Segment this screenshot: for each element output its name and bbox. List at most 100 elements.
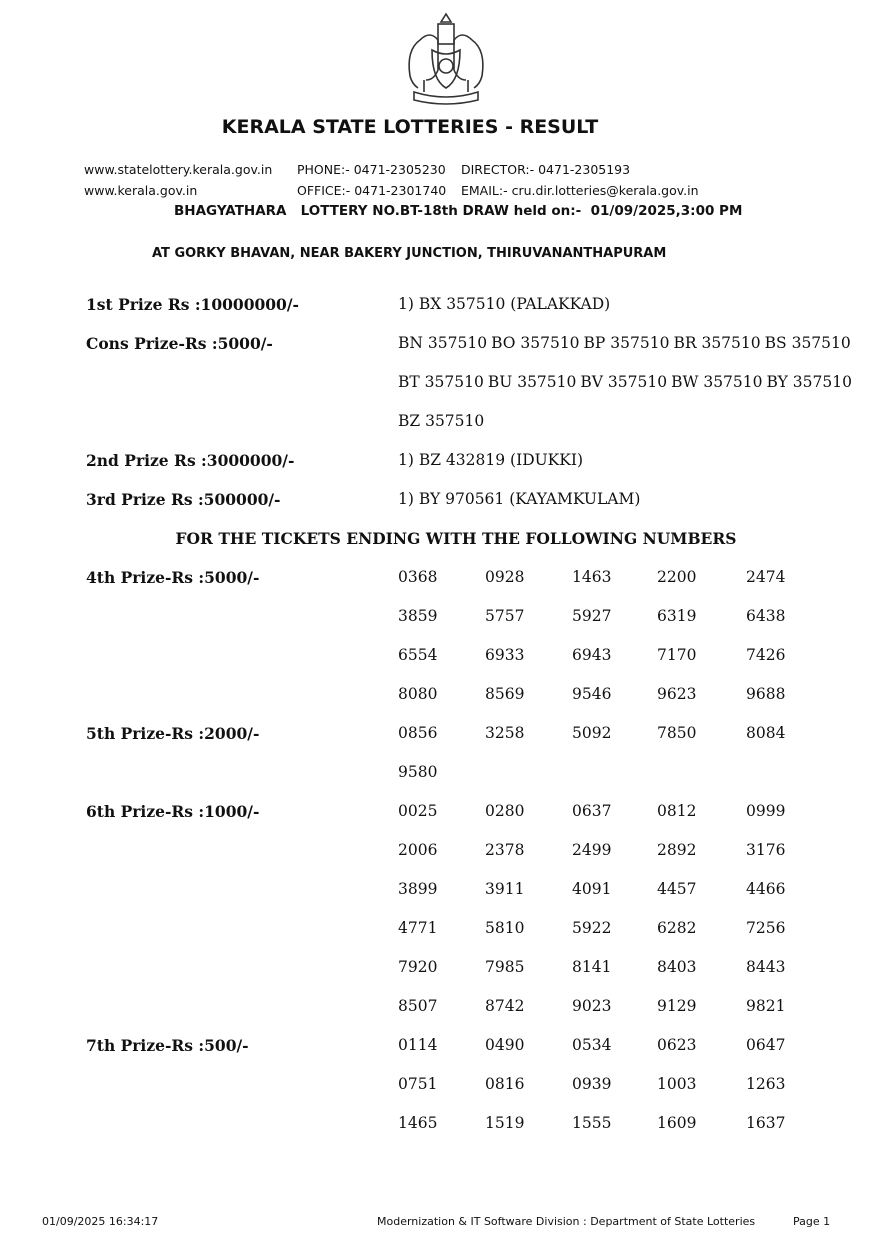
footer-division: Modernization & IT Software Division : D… [377, 1215, 756, 1228]
ticket-number: 0928 [485, 568, 525, 586]
ticket-number: 0280 [485, 802, 525, 820]
ticket-number: 1003 [657, 1075, 697, 1093]
ticket-number: BN 357510 [398, 334, 488, 352]
ticket-number: 3176 [746, 841, 786, 859]
prize-label: 2nd Prize Rs :3000000/- [86, 451, 295, 470]
ticket-number: 0623 [657, 1036, 697, 1054]
ticket-number: 0856 [398, 724, 438, 742]
ticket-number: BO 357510 [491, 334, 580, 352]
prize-label: 7th Prize-Rs :500/- [86, 1036, 249, 1055]
ending-numbers-heading: FOR THE TICKETS ENDING WITH THE FOLLOWIN… [175, 529, 737, 548]
ticket-number: 6282 [657, 919, 697, 937]
website-link[interactable]: www.statelottery.kerala.gov.in [84, 162, 273, 177]
prize-numbers-row: 6th Prize-Rs :1000/- 0025 0280 0637 0812 0999 [86, 792, 846, 831]
ticket-number: BU 357510 [487, 373, 577, 391]
ticket-number: 8403 [657, 958, 697, 976]
cons-prize-row: BZ 357510 [86, 402, 846, 441]
ticket-number: 7985 [485, 958, 525, 976]
ticket-number: 8443 [746, 958, 786, 976]
ticket-number: 9129 [657, 997, 697, 1015]
ticket-number: 1637 [746, 1114, 786, 1132]
ticket-number: BY 357510 [766, 373, 852, 391]
footer-timestamp: 01/09/2025 16:34:17 [42, 1215, 159, 1228]
prize-label: 4th Prize-Rs :5000/- [86, 568, 260, 587]
ticket-number: 1609 [657, 1114, 697, 1132]
prize-label: 6th Prize-Rs :1000/- [86, 802, 260, 821]
ticket-number: BP 357510 [583, 334, 670, 352]
third-prize-row: 3rd Prize Rs :500000/- 1) BY 970561 (KAY… [86, 480, 846, 519]
ticket-number: 1465 [398, 1114, 438, 1132]
cons-prize-block: Cons Prize-Rs :5000/- BN 357510 BO 357510 B… [86, 324, 852, 441]
ticket-number: 0647 [746, 1036, 786, 1054]
ticket-number: 1555 [572, 1114, 612, 1132]
prize-numbers-row: 2006 2378 2499 2892 3176 [86, 831, 846, 870]
ticket-number: 0114 [398, 1036, 438, 1054]
ticket-number: 9688 [746, 685, 786, 703]
prize-value: 1) BX 357510 (PALAKKAD) [398, 295, 611, 313]
ticket-number: 6943 [572, 646, 612, 664]
ticket-number: 0490 [485, 1036, 525, 1054]
ticket-number: 0368 [398, 568, 438, 586]
ticket-number: 5922 [572, 919, 612, 937]
ticket-number: 0812 [657, 802, 697, 820]
ticket-number: 5927 [572, 607, 612, 625]
ticket-number: 3859 [398, 607, 438, 625]
first-prize-row: 1st Prize Rs :10000000/- 1) BX 357510 (P… [86, 285, 846, 324]
prize-numbers-row: 0751 0816 0939 1003 1263 [86, 1065, 846, 1104]
ticket-number: 3911 [485, 880, 525, 898]
ticket-number: BT 357510 [398, 373, 484, 391]
ticket-number: 2474 [746, 568, 786, 586]
ticket-number: 3899 [398, 880, 438, 898]
ticket-number: 1463 [572, 568, 612, 586]
ticket-number: BZ 357510 [398, 412, 485, 430]
prize-numbers-row: 5th Prize-Rs :2000/- 0856 3258 5092 7850 8084 [86, 714, 846, 753]
ticket-number: 9623 [657, 685, 697, 703]
prize-numbers-row: 8507 8742 9023 9129 9821 [86, 987, 846, 1026]
ticket-number: 5757 [485, 607, 525, 625]
ticket-number: 0751 [398, 1075, 438, 1093]
ticket-number: 2499 [572, 841, 612, 859]
prize-numbers-row: 7920 7985 8141 8403 8443 [86, 948, 846, 987]
prize-label: Cons Prize-Rs :5000/- [86, 334, 273, 353]
office-number: OFFICE:- 0471-2301740 [297, 183, 447, 198]
prize-numbers-row: 6554 6933 6943 7170 7426 [86, 636, 846, 675]
ticket-number: 9821 [746, 997, 786, 1015]
ticket-number: 7426 [746, 646, 786, 664]
ticket-number: 2200 [657, 568, 697, 586]
ticket-number: 2006 [398, 841, 438, 859]
ticket-number: 1519 [485, 1114, 525, 1132]
prize-value: 1) BY 970561 (KAYAMKULAM) [398, 490, 641, 508]
prize-value: BN 357510 BO 357510 BP 357510 BR 357510 BS 3… [398, 324, 855, 363]
ticket-number: 4457 [657, 880, 697, 898]
ticket-number: 4466 [746, 880, 786, 898]
ticket-number: 8569 [485, 685, 525, 703]
website-link[interactable]: www.kerala.gov.in [84, 183, 198, 198]
ticket-number: 1263 [746, 1075, 786, 1093]
second-prize-row: 2nd Prize Rs :3000000/- 1) BZ 432819 (ID… [86, 441, 846, 480]
venue: AT GORKY BHAVAN, NEAR BAKERY JUNCTION, T… [152, 246, 667, 261]
ticket-number: 0534 [572, 1036, 612, 1054]
ticket-number: 2378 [485, 841, 525, 859]
ticket-number: BS 357510 [764, 334, 851, 352]
ticket-number: 6438 [746, 607, 786, 625]
prize-numbers-row: 8080 8569 9546 9623 9688 [86, 675, 846, 714]
draw-info: BHAGYATHARA LOTTERY NO.BT-18th DRAW held… [174, 203, 743, 219]
prize-numbers-row: 4771 5810 5922 6282 7256 [86, 909, 846, 948]
ticket-number: 6554 [398, 646, 438, 664]
ticket-number: 0637 [572, 802, 612, 820]
prize-numbers-row: 9580 [86, 753, 846, 792]
ticket-number: 6319 [657, 607, 697, 625]
ticket-number: 4091 [572, 880, 612, 898]
ticket-number: 8507 [398, 997, 438, 1015]
ticket-number: 0816 [485, 1075, 525, 1093]
ticket-number: 3258 [485, 724, 525, 742]
ticket-number: 2892 [657, 841, 697, 859]
email-address: EMAIL:- cru.dir.lotteries@kerala.gov.in [461, 183, 699, 198]
prize-label: 1st Prize Rs :10000000/- [86, 295, 299, 314]
ticket-number: 7256 [746, 919, 786, 937]
prize-value: BZ 357510 [398, 402, 488, 441]
ticket-number: 5810 [485, 919, 525, 937]
prize-numbers-row: 4th Prize-Rs :5000/- 0368 0928 1463 2200 2474 [86, 558, 846, 597]
phone-number: PHONE:- 0471-2305230 [297, 162, 446, 177]
ticket-number: 6933 [485, 646, 525, 664]
